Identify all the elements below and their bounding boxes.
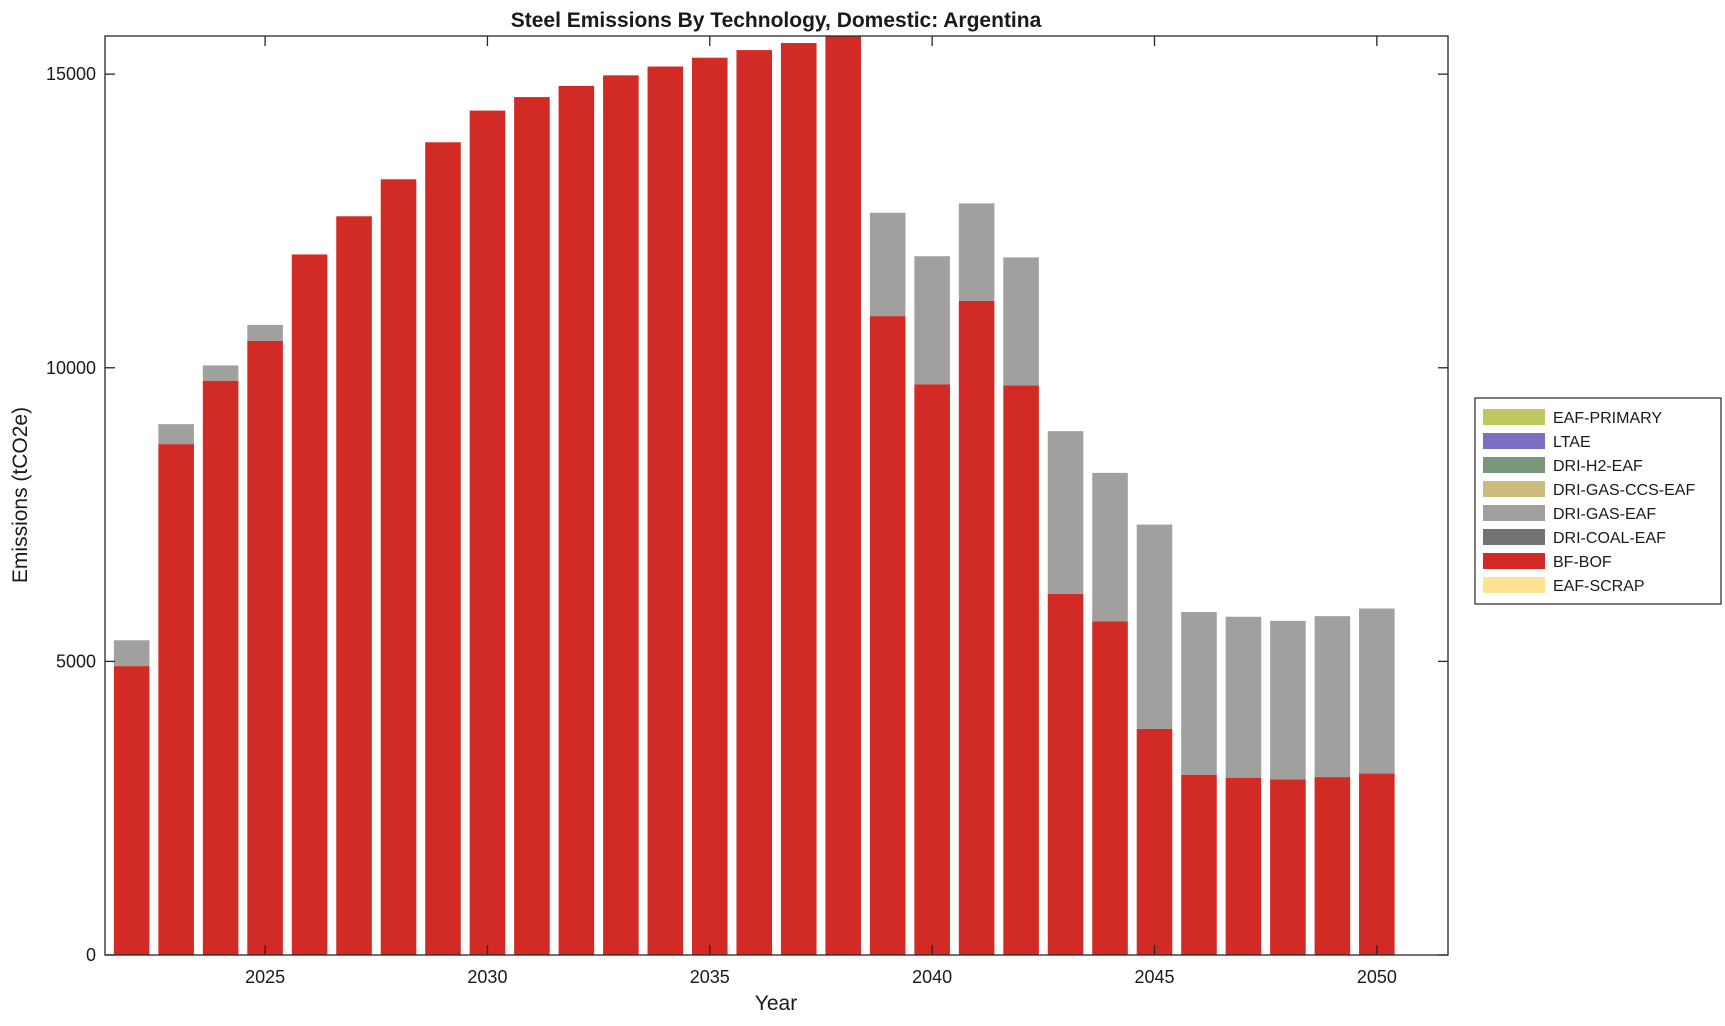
legend-swatch-bf-bof [1483, 553, 1545, 569]
bar-bf-bof-2038 [825, 36, 861, 955]
bar-dri-gas-eaf-2024 [202, 365, 239, 381]
bar-bf-bof-2037 [780, 43, 817, 956]
bar-bf-bof-2039 [869, 316, 906, 956]
bar-bf-bof-2022 [113, 666, 150, 955]
y-tick-label-0: 0 [86, 945, 96, 965]
legend-swatch-dri-gas-ccs-eaf [1483, 481, 1545, 497]
legend-label-dri-h2-eaf: DRI-H2-EAF [1553, 458, 1643, 475]
legend-swatch-eaf-scrap [1483, 577, 1545, 593]
bar-bf-bof-2044 [1092, 621, 1128, 955]
bar-dri-gas-eaf-2045 [1136, 524, 1173, 729]
bar-dri-gas-eaf-2043 [1047, 431, 1084, 594]
bar-bf-bof-2046 [1181, 774, 1217, 955]
legend-label-eaf-primary: EAF-PRIMARY [1553, 410, 1662, 427]
bar-bf-bof-2050 [1359, 773, 1395, 955]
bar-bf-bof-2023 [158, 444, 194, 955]
x-axis-label: Year [755, 992, 797, 1015]
bar-bf-bof-2041 [958, 300, 995, 956]
y-tick-label-10000: 10000 [46, 358, 96, 378]
bar-dri-gas-eaf-2048 [1270, 620, 1306, 780]
y-axis-label: Emissions (tCO2e) [9, 407, 32, 583]
bar-bf-bof-2049 [1314, 777, 1351, 955]
x-tick-label-2045: 2045 [1134, 967, 1174, 987]
legend-label-bf-bof: BF-BOF [1553, 554, 1612, 571]
bar-bf-bof-2034 [647, 66, 684, 956]
x-axis-ticks: 2025 2030 2035 2040 2045 2050 [245, 36, 1397, 987]
bar-dri-gas-eaf-2039 [869, 212, 906, 317]
legend-swatch-dri-h2-eaf [1483, 457, 1545, 473]
bar-bf-bof-2033 [603, 75, 639, 956]
bar-dri-gas-eaf-2040 [914, 256, 950, 385]
bar-bf-bof-2040 [914, 384, 950, 956]
bar-dri-gas-eaf-2049 [1314, 616, 1351, 778]
bar-dri-gas-eaf-2023 [158, 424, 194, 445]
y-axis-ticks: 0 5000 10000 15000 [46, 64, 1448, 965]
bar-bf-bof-2043 [1047, 593, 1084, 955]
y-tick-label-15000: 15000 [46, 64, 96, 84]
bar-dri-gas-eaf-2022 [113, 640, 150, 667]
x-tick-label-2030: 2030 [467, 967, 507, 987]
legend-swatch-dri-coal-eaf [1483, 529, 1545, 545]
bar-bf-bof-2031 [514, 97, 550, 955]
bar-dri-gas-eaf-2025 [247, 324, 283, 341]
bar-dri-gas-eaf-2047 [1225, 616, 1262, 778]
bar-dri-gas-eaf-2041 [958, 203, 995, 301]
bars-group [113, 36, 1395, 956]
x-tick-label-2040: 2040 [912, 967, 952, 987]
bar-bf-bof-2035 [692, 57, 728, 956]
legend-box [1474, 397, 1722, 605]
x-tick-label-2025: 2025 [245, 967, 285, 987]
bar-bf-bof-2032 [558, 85, 595, 955]
bar-bf-bof-2024 [202, 380, 239, 955]
bar-bf-bof-2029 [425, 142, 461, 956]
plot-area-frame [104, 35, 1449, 956]
bar-dri-gas-eaf-2050 [1359, 608, 1395, 774]
legend-swatch-dri-gas-eaf [1483, 505, 1545, 521]
bar-dri-gas-eaf-2042 [1003, 257, 1039, 386]
x-tick-label-2050: 2050 [1357, 967, 1397, 987]
legend-label-ltae: LTAE [1553, 434, 1591, 451]
bar-bf-bof-2045 [1136, 728, 1173, 955]
bar-dri-gas-eaf-2046 [1181, 612, 1217, 775]
legend-label-dri-gas-eaf: DRI-GAS-EAF [1553, 506, 1656, 523]
y-tick-label-5000: 5000 [56, 651, 96, 671]
bar-bf-bof-2048 [1270, 779, 1306, 955]
bar-bf-bof-2028 [380, 179, 417, 955]
legend: EAF-PRIMARY LTAE DRI-H2-EAF DRI-GAS-CCS-EAF… [1474, 397, 1722, 605]
bar-bf-bof-2042 [1003, 385, 1039, 955]
x-tick-label-2035: 2035 [690, 967, 730, 987]
bar-bf-bof-2030 [469, 110, 506, 955]
legend-label-dri-coal-eaf: DRI-COAL-EAF [1553, 530, 1666, 547]
legend-label-eaf-scrap: EAF-SCRAP [1553, 578, 1645, 595]
legend-swatch-eaf-primary [1483, 409, 1545, 425]
bar-bf-bof-2025 [247, 340, 283, 955]
bar-bf-bof-2036 [736, 50, 773, 955]
legend-swatch-ltae [1483, 433, 1545, 449]
bar-dri-gas-eaf-2044 [1092, 472, 1128, 622]
bar-bf-bof-2027 [336, 216, 372, 955]
legend-label-dri-gas-ccs-eaf: DRI-GAS-CCS-EAF [1553, 482, 1695, 499]
chart-title: Steel Emissions By Technology, Domestic:… [511, 9, 1042, 32]
bar-bf-bof-2026 [291, 254, 328, 955]
bar-bf-bof-2047 [1225, 777, 1262, 955]
